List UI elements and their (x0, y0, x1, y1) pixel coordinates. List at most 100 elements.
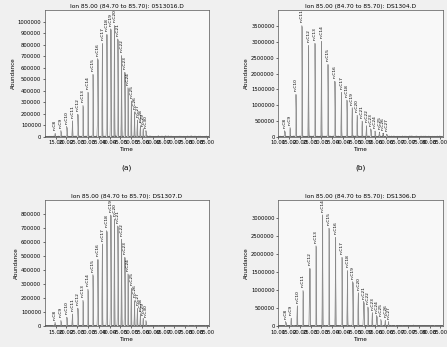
Text: n-C10: n-C10 (65, 301, 69, 314)
Text: n-C20: n-C20 (112, 203, 116, 216)
Text: n-C21: n-C21 (116, 23, 120, 36)
Text: n-C19: n-C19 (350, 92, 354, 105)
Text: n-C13: n-C13 (313, 27, 317, 40)
Text: n-C29: n-C29 (141, 113, 145, 126)
Text: n-C27: n-C27 (135, 293, 139, 305)
Text: n-C15: n-C15 (91, 58, 95, 71)
Text: n-C28: n-C28 (138, 298, 142, 311)
Text: n-C20: n-C20 (356, 277, 360, 290)
Text: n-C16: n-C16 (333, 221, 337, 234)
Text: n-C17: n-C17 (100, 228, 104, 241)
Text: n-C12: n-C12 (76, 99, 80, 111)
Text: n-C12: n-C12 (308, 252, 312, 265)
Text: n-C17: n-C17 (339, 76, 343, 89)
Text: n-C18: n-C18 (105, 18, 109, 31)
Text: n-C19: n-C19 (109, 199, 113, 212)
Text: n-C10: n-C10 (295, 290, 299, 303)
Text: n-C30: n-C30 (144, 305, 148, 318)
Text: n-C24: n-C24 (373, 115, 377, 128)
Text: n-C16: n-C16 (96, 43, 100, 56)
Text: n-C22: n-C22 (119, 223, 123, 236)
Text: n-C26: n-C26 (383, 305, 387, 318)
Text: n-C9: n-C9 (59, 118, 63, 128)
Title: Ion 85.00 (84.70 to 85.70): DS1307.D: Ion 85.00 (84.70 to 85.70): DS1307.D (72, 194, 182, 199)
Text: n-C26: n-C26 (132, 285, 136, 297)
Text: n-C25: n-C25 (129, 85, 133, 98)
Text: n-C10: n-C10 (294, 78, 298, 91)
Text: (a): (a) (122, 164, 132, 171)
Text: n-C25: n-C25 (377, 116, 381, 129)
Y-axis label: Abundance: Abundance (11, 58, 16, 90)
Y-axis label: Abundance: Abundance (244, 247, 249, 279)
Title: Ion 85.00 (84.70 to 85.70): DS1304.D: Ion 85.00 (84.70 to 85.70): DS1304.D (305, 4, 416, 9)
Text: n-C10: n-C10 (65, 111, 69, 124)
Text: n-C29: n-C29 (141, 302, 145, 315)
Text: n-C20: n-C20 (355, 100, 359, 112)
Text: n-C26: n-C26 (381, 117, 385, 130)
Text: n-C18: n-C18 (345, 84, 349, 97)
Text: n-C27: n-C27 (385, 118, 389, 131)
Text: n-C8: n-C8 (53, 120, 57, 130)
Text: n-C17: n-C17 (100, 27, 104, 40)
Text: n-C23: n-C23 (123, 241, 127, 254)
Text: n-C21: n-C21 (360, 105, 364, 118)
Text: n-C15: n-C15 (326, 48, 330, 61)
Text: n-C16: n-C16 (333, 65, 337, 78)
Text: n-C23: n-C23 (370, 297, 374, 310)
Text: n-C26: n-C26 (132, 96, 136, 109)
Text: n-C14: n-C14 (86, 76, 90, 89)
Text: n-C15: n-C15 (91, 259, 95, 272)
X-axis label: Time: Time (354, 337, 367, 342)
Text: n-C11: n-C11 (300, 9, 304, 23)
Title: Ion 85.00 (84.70 to 85.70): DS1306.D: Ion 85.00 (84.70 to 85.70): DS1306.D (305, 194, 416, 199)
Text: n-C18: n-C18 (346, 255, 350, 268)
Text: n-C25: n-C25 (379, 303, 383, 316)
Text: n-C17: n-C17 (340, 241, 344, 254)
Text: n-C14: n-C14 (320, 199, 325, 212)
Title: Ion 85.00 (84.70 to 85.70): 0513016.D: Ion 85.00 (84.70 to 85.70): 0513016.D (70, 4, 184, 9)
Text: n-C22: n-C22 (119, 40, 123, 52)
Text: n-C19: n-C19 (351, 266, 355, 279)
X-axis label: Time: Time (120, 147, 134, 152)
Text: n-C13: n-C13 (81, 285, 85, 297)
Text: n-C14: n-C14 (320, 25, 323, 38)
Text: n-C20: n-C20 (112, 9, 116, 23)
X-axis label: Time: Time (120, 337, 134, 342)
Text: n-C18: n-C18 (105, 214, 109, 227)
Text: n-C8: n-C8 (53, 310, 57, 320)
Text: n-C11: n-C11 (301, 274, 305, 287)
Text: n-C27: n-C27 (387, 306, 390, 319)
Text: n-C24: n-C24 (375, 300, 379, 313)
Text: (b): (b) (355, 164, 366, 171)
Text: n-C23: n-C23 (369, 113, 373, 126)
Y-axis label: Abundance: Abundance (14, 247, 19, 279)
Text: n-C11: n-C11 (70, 298, 74, 311)
Text: n-C24: n-C24 (126, 72, 130, 85)
Text: n-C13: n-C13 (81, 90, 85, 102)
Text: n-C22: n-C22 (364, 110, 368, 122)
Text: n-C12: n-C12 (307, 29, 310, 42)
Text: n-C13: n-C13 (314, 230, 318, 243)
Text: n-C25: n-C25 (129, 272, 133, 285)
Text: n-C8: n-C8 (283, 118, 287, 128)
Text: n-C19: n-C19 (109, 13, 113, 26)
Text: n-C27: n-C27 (135, 104, 139, 117)
Text: n-C9: n-C9 (288, 115, 292, 125)
Text: n-C11: n-C11 (70, 105, 74, 118)
Text: n-C15: n-C15 (327, 212, 331, 225)
Text: n-C16: n-C16 (96, 244, 100, 256)
Text: n-C9: n-C9 (59, 307, 63, 318)
Text: n-C28: n-C28 (138, 110, 142, 122)
Text: n-C30: n-C30 (144, 115, 148, 128)
Text: n-C14: n-C14 (86, 273, 90, 286)
Text: n-C9: n-C9 (289, 305, 293, 315)
Text: n-C8: n-C8 (284, 308, 288, 319)
Text: n-C24: n-C24 (126, 258, 130, 271)
Y-axis label: Abundance: Abundance (244, 58, 249, 90)
Text: n-C22: n-C22 (366, 291, 370, 304)
Text: n-C21: n-C21 (116, 210, 120, 223)
Text: n-C23: n-C23 (123, 56, 127, 69)
Text: n-C21: n-C21 (362, 286, 366, 298)
X-axis label: Time: Time (354, 147, 367, 152)
Text: n-C12: n-C12 (76, 293, 80, 305)
